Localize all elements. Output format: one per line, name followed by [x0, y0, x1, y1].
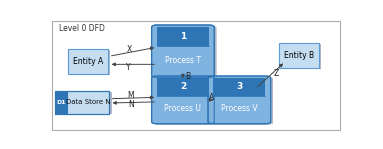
Text: Entity A: Entity A	[73, 57, 103, 66]
Text: X: X	[127, 45, 132, 54]
FancyBboxPatch shape	[208, 76, 271, 124]
Text: Process U: Process U	[164, 104, 201, 113]
Bar	[157, 27, 209, 46]
FancyBboxPatch shape	[52, 21, 340, 130]
Bar	[70, 50, 110, 75]
Bar	[279, 43, 319, 68]
Text: M: M	[128, 91, 134, 100]
Bar	[54, 91, 67, 114]
Text: Data Store N: Data Store N	[66, 99, 111, 105]
FancyBboxPatch shape	[154, 26, 217, 78]
Text: 2: 2	[180, 82, 186, 91]
FancyBboxPatch shape	[154, 77, 217, 125]
Bar	[54, 91, 110, 114]
Text: N: N	[128, 100, 134, 109]
Text: Y: Y	[126, 63, 130, 72]
Text: Entity B: Entity B	[284, 51, 314, 60]
Bar	[68, 49, 108, 74]
Text: Level 0 DFD: Level 0 DFD	[59, 24, 105, 33]
Bar	[281, 44, 321, 69]
Bar	[213, 78, 265, 96]
Text: D1: D1	[56, 100, 65, 105]
Text: Z: Z	[273, 69, 278, 78]
Bar	[157, 78, 209, 96]
FancyBboxPatch shape	[210, 77, 273, 125]
Text: A: A	[209, 93, 214, 102]
Text: Process V: Process V	[221, 104, 258, 113]
Bar	[57, 91, 111, 114]
Text: 3: 3	[236, 82, 242, 91]
FancyBboxPatch shape	[152, 25, 214, 77]
Text: B: B	[185, 72, 190, 81]
Text: 1: 1	[180, 32, 186, 41]
FancyBboxPatch shape	[152, 76, 214, 124]
Text: Process T: Process T	[165, 56, 201, 65]
Bar	[54, 91, 110, 114]
